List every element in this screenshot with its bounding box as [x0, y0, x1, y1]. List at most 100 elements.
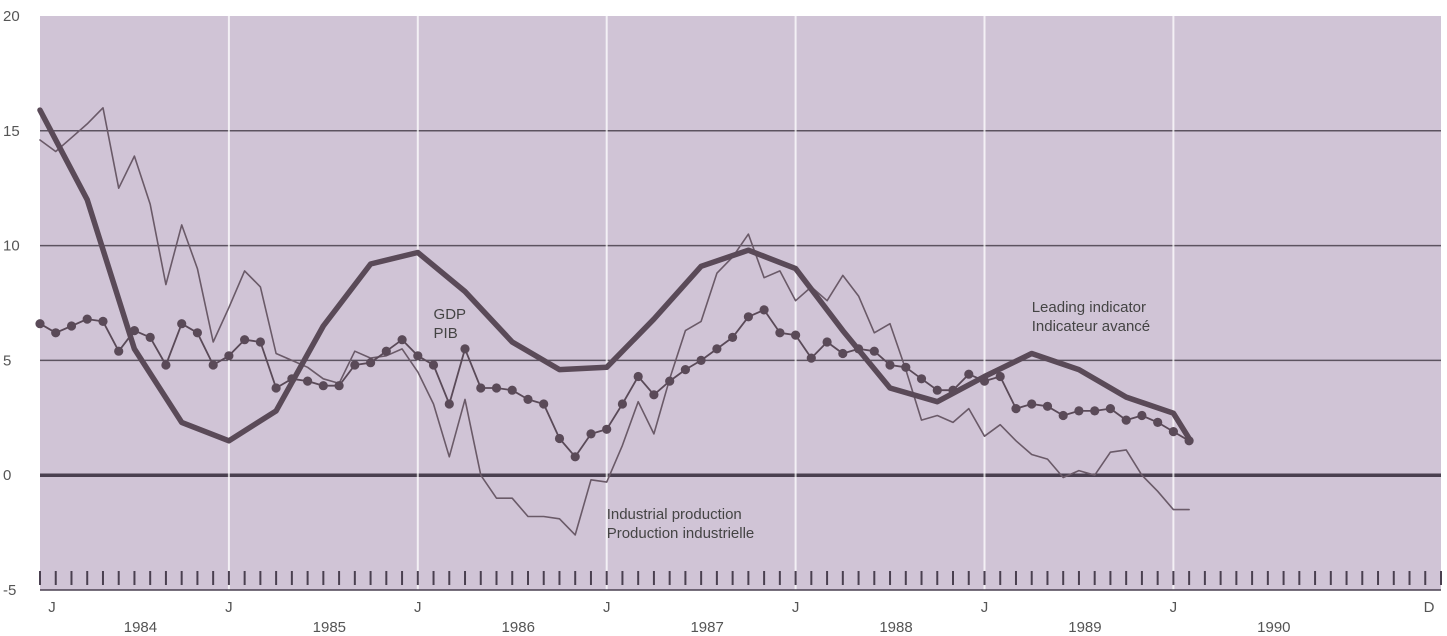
- y-tick-label: 10: [3, 238, 20, 255]
- data-point: [1058, 410, 1068, 421]
- annotation: Industrial production Production industri…: [607, 506, 755, 542]
- data-point: [114, 346, 124, 356]
- data-point: [822, 337, 832, 347]
- data-point: [1137, 410, 1147, 421]
- data-point: [649, 390, 659, 400]
- data-point: [240, 335, 250, 345]
- data-point: [586, 429, 596, 439]
- data-point: [1042, 401, 1053, 411]
- data-point: [539, 399, 549, 409]
- series-line-2: [39, 107, 1190, 536]
- data-point: [743, 312, 754, 322]
- x-tick-label: J: [981, 599, 989, 616]
- data-point: [696, 355, 706, 365]
- data-point: [633, 371, 643, 382]
- data-point: [775, 328, 785, 338]
- year-label: 1988: [879, 619, 912, 636]
- data-point: [1027, 399, 1037, 409]
- data-point: [318, 381, 328, 391]
- y-tick-label: 5: [3, 352, 11, 369]
- y-tick-label: -5: [3, 582, 16, 599]
- x-tick-label: D: [1424, 599, 1435, 616]
- data-point: [366, 358, 376, 368]
- x-tick-label: J: [414, 599, 422, 616]
- data-point: [271, 383, 281, 393]
- x-tick-label: J: [603, 599, 611, 616]
- data-point: [1011, 404, 1021, 414]
- data-point: [806, 353, 816, 363]
- data-point: [66, 321, 77, 331]
- x-tick-label: J: [1170, 599, 1178, 616]
- annotation-line: Industrial production: [607, 506, 742, 523]
- y-axis: -5 0 5 10 15 20: [3, 8, 20, 599]
- data-point: [791, 330, 801, 340]
- grid: [40, 16, 1441, 590]
- year-label: 1984: [124, 619, 157, 636]
- data-point: [507, 385, 517, 395]
- data-point: [177, 319, 187, 329]
- data-point: [428, 360, 439, 370]
- data-point: [444, 399, 454, 409]
- data-point: [617, 399, 628, 409]
- data-point: [901, 362, 911, 372]
- annotation-line: PIB: [434, 325, 458, 342]
- data-point: [161, 360, 171, 370]
- data-point: [35, 319, 45, 329]
- data-point: [397, 335, 407, 345]
- data-point: [759, 305, 769, 315]
- x-tick-label: J: [792, 599, 800, 616]
- data-point: [413, 351, 423, 361]
- data-point: [916, 374, 927, 384]
- data-point: [381, 346, 391, 356]
- data-point: [460, 344, 470, 354]
- year-label: 1990: [1257, 619, 1290, 636]
- data-point: [602, 424, 612, 434]
- data-point: [680, 365, 691, 375]
- data-point: [932, 385, 942, 395]
- data-point: [303, 376, 313, 386]
- x-tick-label: J: [48, 599, 56, 616]
- year-label: 1986: [502, 619, 535, 636]
- year-label: 1987: [690, 619, 723, 636]
- data-point: [554, 433, 565, 444]
- data-point: [964, 369, 974, 379]
- data-point: [712, 344, 722, 354]
- year-label: 1985: [313, 619, 346, 636]
- data-point: [523, 394, 533, 404]
- data-point: [1168, 427, 1178, 437]
- data-point: [1121, 415, 1131, 425]
- plot-background: [40, 16, 1441, 590]
- annotation-line: Leading indicator: [1032, 299, 1146, 316]
- data-point: [1105, 404, 1115, 414]
- data-point: [869, 346, 879, 356]
- year-label: 1989: [1068, 619, 1101, 636]
- data-point: [885, 360, 895, 370]
- annotations: GDP PIB Leading indicator Indicateur avancé…: [434, 299, 1151, 542]
- data-point: [82, 314, 92, 324]
- series-layer: [35, 107, 1194, 536]
- annotation: GDP PIB: [434, 306, 467, 342]
- data-point: [995, 371, 1005, 382]
- data-point: [476, 383, 486, 393]
- data-point: [98, 316, 108, 326]
- annotation-line: GDP: [434, 306, 467, 323]
- data-point: [224, 351, 234, 361]
- data-point: [350, 360, 360, 370]
- x-axis: J J J J J J J D 1984 1985 1986 1987 1988 1989 1990: [48, 599, 1434, 636]
- data-point: [665, 376, 675, 386]
- data-point: [145, 332, 155, 342]
- y-tick-label: 15: [3, 123, 20, 140]
- y-tick-label: 0: [3, 467, 11, 484]
- data-point: [1074, 406, 1084, 416]
- x-tick-label: J: [225, 599, 233, 616]
- data-point: [1153, 417, 1163, 427]
- data-point: [51, 328, 61, 338]
- data-point: [255, 337, 265, 347]
- minor-ticks: [39, 571, 1442, 591]
- data-point: [334, 381, 344, 391]
- data-point: [208, 360, 218, 370]
- data-point: [728, 332, 738, 342]
- y-tick-label: 20: [3, 8, 20, 25]
- data-point: [491, 383, 502, 393]
